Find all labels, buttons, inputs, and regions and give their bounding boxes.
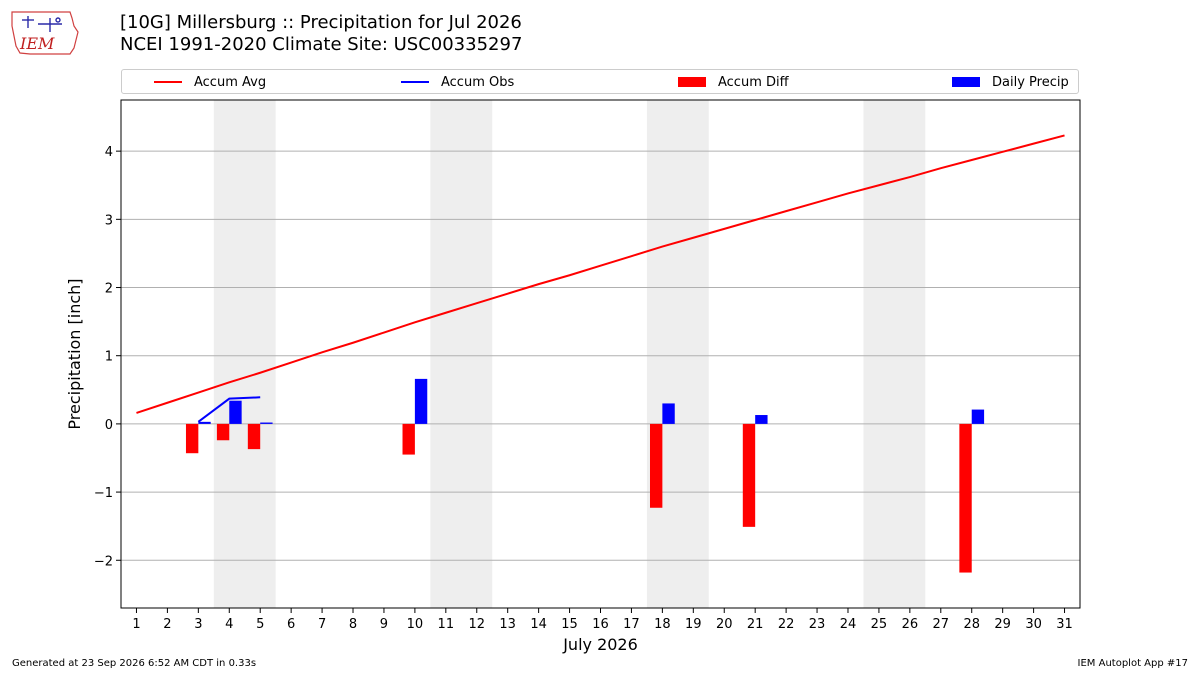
x-tick-label: 25 xyxy=(871,617,888,632)
x-tick-label: 27 xyxy=(933,617,950,632)
legend-swatch-accum-avg xyxy=(154,81,182,83)
series-lines xyxy=(136,134,1065,423)
x-tick-label: 3 xyxy=(194,617,202,632)
y-tick-label: −1 xyxy=(94,486,113,501)
x-tick-label: 31 xyxy=(1056,617,1073,632)
daily-precip-bar xyxy=(755,415,768,424)
accum-diff-bar xyxy=(185,423,199,454)
accum-diff-bar xyxy=(216,423,230,441)
x-tick-label: 1 xyxy=(132,617,140,632)
legend-swatch-accum-obs xyxy=(401,81,429,83)
x-tick-label: 4 xyxy=(225,617,233,632)
accum-diff-bar xyxy=(402,423,415,455)
x-tick-label: 20 xyxy=(716,617,733,632)
x-axis-label: July 2026 xyxy=(562,635,638,654)
bars xyxy=(185,378,985,573)
accum-diff-bar xyxy=(247,423,261,450)
x-tick-label: 28 xyxy=(963,617,980,632)
footer-app: IEM Autoplot App #17 xyxy=(1077,658,1188,669)
x-tick-label: 21 xyxy=(747,617,764,632)
x-tick-label: 9 xyxy=(380,617,388,632)
x-tick-label: 7 xyxy=(318,617,326,632)
daily-precip-bar xyxy=(662,403,675,424)
daily-precip-bar xyxy=(229,400,242,424)
x-tick-label: 18 xyxy=(654,617,671,632)
x-tick-label: 24 xyxy=(840,617,857,632)
y-tick-label: 1 xyxy=(105,350,113,365)
x-tick-label: 11 xyxy=(438,617,455,632)
x-tick-label: 19 xyxy=(685,617,702,632)
iowa-map-icon xyxy=(11,11,79,55)
iem-logo: IEM xyxy=(8,6,80,58)
legend-label-accum-avg: Accum Avg xyxy=(194,74,267,90)
legend-label-accum-obs: Accum Obs xyxy=(441,74,515,90)
chart-title: [10G] Millersburg :: Precipitation for J… xyxy=(120,12,522,33)
legend-item-accum-obs: Accum Obs xyxy=(401,73,514,91)
legend-item-accum-diff: Accum Diff xyxy=(678,73,789,91)
y-tick-label: 2 xyxy=(105,282,113,297)
x-tick-label: 12 xyxy=(468,617,485,632)
legend: Accum Avg Accum Obs Accum Diff Daily Pre… xyxy=(121,69,1079,94)
weekend-shading xyxy=(213,100,926,608)
chart-title-block: [10G] Millersburg :: Precipitation for J… xyxy=(120,12,522,56)
x-tick-label: 23 xyxy=(809,617,826,632)
weekend-band xyxy=(863,100,926,608)
x-tick-label: 13 xyxy=(499,617,516,632)
daily-precip-bar xyxy=(198,421,211,424)
y-tick-label: −2 xyxy=(94,554,113,569)
legend-swatch-accum-diff xyxy=(678,77,706,87)
grid-lines xyxy=(121,150,1080,561)
y-axis-ticks: −2 −1 0 1 2 3 4 xyxy=(94,145,121,569)
x-tick-label: 14 xyxy=(530,617,547,632)
y-tick-label: 4 xyxy=(105,145,113,160)
x-tick-label: 30 xyxy=(1025,617,1042,632)
daily-precip-bar xyxy=(414,378,428,424)
legend-label-daily-precip: Daily Precip xyxy=(992,74,1069,90)
accum-diff-bar xyxy=(959,423,972,573)
legend-label-accum-diff: Accum Diff xyxy=(718,74,789,90)
accum-diff-bar xyxy=(742,423,756,527)
x-tick-label: 29 xyxy=(994,617,1011,632)
x-tick-label: 10 xyxy=(407,617,424,632)
daily-precip-bar xyxy=(971,409,985,424)
legend-item-accum-avg: Accum Avg xyxy=(154,73,266,91)
x-tick-label: 5 xyxy=(256,617,264,632)
y-axis-label: Precipitation [inch] xyxy=(65,278,84,429)
y-tick-label: 3 xyxy=(105,213,113,228)
x-tick-label: 2 xyxy=(163,617,171,632)
x-tick-label: 8 xyxy=(349,617,357,632)
x-tick-label: 26 xyxy=(902,617,919,632)
x-tick-label: 17 xyxy=(623,617,640,632)
x-tick-label: 16 xyxy=(592,617,609,632)
daily-precip-bar xyxy=(260,422,273,424)
accum-avg-line xyxy=(136,134,1065,414)
x-tick-label: 22 xyxy=(778,617,795,632)
legend-item-daily-precip: Daily Precip xyxy=(952,73,1069,91)
y-tick-label: 0 xyxy=(105,418,113,433)
footer-generated: Generated at 23 Sep 2026 6:52 AM CDT in … xyxy=(12,658,257,669)
chart-subtitle: NCEI 1991-2020 Climate Site: USC00335297 xyxy=(120,34,523,55)
weekend-band xyxy=(646,100,709,608)
accum-diff-bar xyxy=(649,423,663,508)
x-tick-label: 6 xyxy=(287,617,295,632)
accum-obs-line xyxy=(197,396,261,423)
weekend-band xyxy=(430,100,493,608)
x-axis-ticks: 1 2 3 4 5 6 7 8 9 10 11 12 13 14 15 16 17 18 19 20 21 22 23 24 2… xyxy=(132,608,1073,632)
logo-text: IEM xyxy=(20,34,55,53)
x-tick-label: 15 xyxy=(561,617,578,632)
weekend-band xyxy=(213,100,276,608)
legend-swatch-daily-precip xyxy=(952,77,980,87)
